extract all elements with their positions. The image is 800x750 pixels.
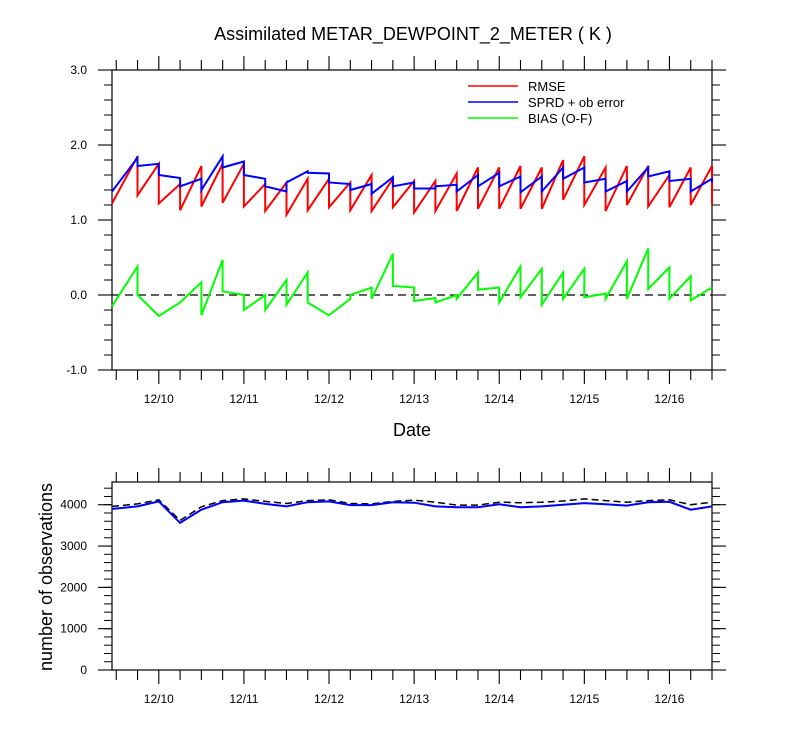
top-plot-frame — [111, 69, 713, 371]
observation-count-panel: 12/10 12/11 12/12 12/13 12/14 12/15 12/16 0 1000… — [60, 468, 726, 706]
top-axis-ticks: 12/10 12/11 12/12 12/13 12/14 12/15 12/16 -1.0 0… — [66, 56, 726, 406]
x-tick-label: 12/14 — [484, 692, 514, 706]
y-tick-label: 0.0 — [70, 288, 87, 302]
y-tick-label: 2.0 — [70, 138, 87, 152]
x-tick-label: 12/13 — [399, 392, 429, 406]
legend-label: BIAS (O-F) — [528, 111, 592, 126]
rmse-spread-bias-panel: 12/10 12/11 12/12 12/13 12/14 12/15 12/16 -1.0 0… — [66, 56, 726, 406]
x-tick-label: 12/16 — [654, 692, 684, 706]
y-tick-label: 1.0 — [70, 213, 87, 227]
chart-title: Assimilated METAR_DEWPOINT_2_METER ( K ) — [214, 24, 612, 45]
y-tick-label: 1000 — [60, 622, 87, 636]
y-tick-label: -1.0 — [66, 363, 87, 377]
legend-label: RMSE — [528, 79, 566, 94]
series-line-sprd-ob-error — [111, 152, 713, 196]
x-tick-label: 12/12 — [314, 392, 344, 406]
legend-label: SPRD + ob error — [528, 95, 625, 110]
x-tick-label: 12/11 — [229, 692, 258, 706]
bottom-plot-frame — [111, 481, 713, 671]
x-tick-label: 12/11 — [229, 392, 258, 406]
x-tick-label: 12/10 — [144, 392, 174, 406]
bottom-series-group — [111, 498, 713, 525]
x-tick-label: 12/15 — [569, 392, 599, 406]
x-tick-label: 12/12 — [314, 692, 344, 706]
series-line-bias-o-f — [111, 248, 713, 318]
y-tick-label: 3000 — [60, 539, 87, 553]
y-axis-label-observations: number of observations — [36, 483, 56, 671]
x-tick-label: 12/14 — [484, 392, 514, 406]
x-axis-label: Date — [393, 420, 431, 440]
x-tick-label: 12/13 — [399, 692, 429, 706]
y-tick-label: 3.0 — [70, 63, 87, 77]
x-tick-label: 12/15 — [569, 692, 599, 706]
series-line-rmse — [111, 155, 713, 219]
series-line-possible-observations — [111, 498, 713, 522]
y-tick-label: 2000 — [60, 580, 87, 594]
x-tick-label: 12/10 — [144, 692, 174, 706]
x-tick-label: 12/16 — [654, 392, 684, 406]
top-series-group — [111, 152, 713, 318]
y-tick-label: 4000 — [60, 498, 87, 512]
bottom-axis-ticks: 12/10 12/11 12/12 12/13 12/14 12/15 12/16 0 1000… — [60, 468, 726, 706]
series-line-assimilated-observations — [111, 499, 713, 525]
y-tick-label: 0 — [80, 663, 87, 677]
